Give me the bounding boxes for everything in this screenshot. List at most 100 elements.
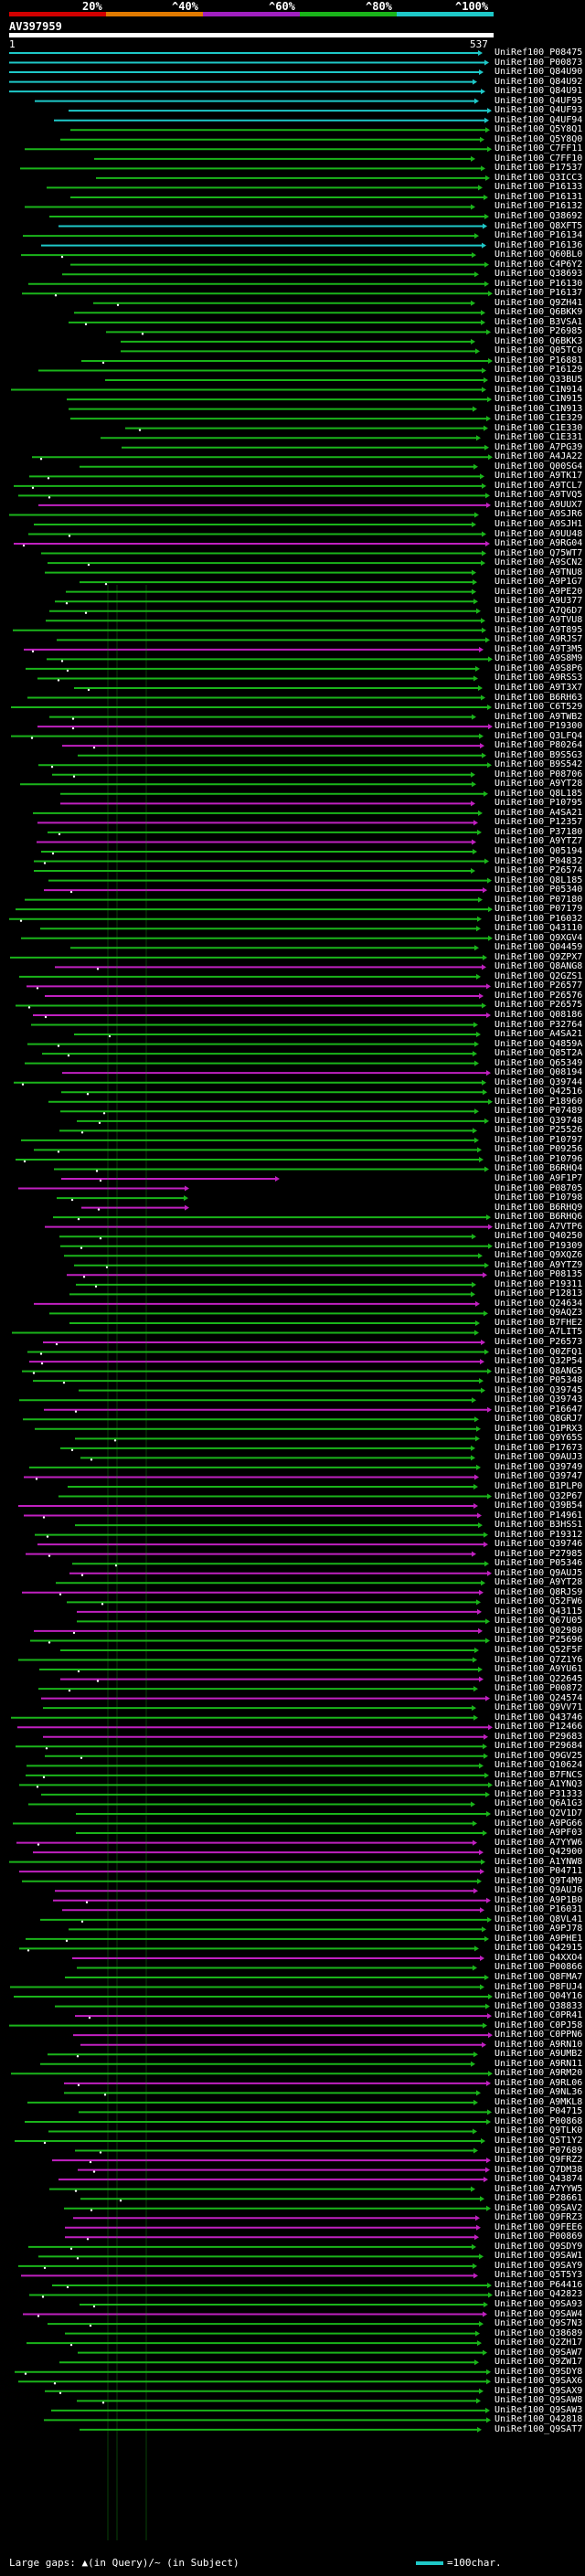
- hit-label-74[interactable]: UniRef100_B9S542: [495, 759, 583, 770]
- hit-label-180[interactable]: UniRef100_A1YNQ3: [495, 1779, 583, 1790]
- hit-label-141[interactable]: UniRef100_P16647: [495, 1404, 583, 1415]
- hit-label-88[interactable]: UniRef100_P07180: [495, 894, 583, 905]
- hit-label-23[interactable]: UniRef100_Q38693: [495, 269, 583, 280]
- hit-label-111[interactable]: UniRef100_Q39748: [495, 1115, 583, 1126]
- hit-label-21[interactable]: UniRef100_Q60BL0: [495, 249, 583, 260]
- hit-label-77[interactable]: UniRef100_Q8L185: [495, 788, 583, 799]
- hit-label-144[interactable]: UniRef100_Q9Y65S: [495, 1433, 583, 1444]
- hit-label-197[interactable]: UniRef100_Q42915: [495, 1943, 583, 1954]
- hit-label-22[interactable]: UniRef100_C4P6Y2: [495, 259, 583, 270]
- hit-label-150[interactable]: UniRef100_Q32P67: [495, 1490, 583, 1501]
- hit-label-26[interactable]: UniRef100_Q9ZH41: [495, 297, 583, 308]
- hit-label-25[interactable]: UniRef100_P16137: [495, 288, 583, 299]
- hit-label-146[interactable]: UniRef100_Q9AUJ3: [495, 1452, 583, 1463]
- hit-label-220[interactable]: UniRef100_Q7DM38: [495, 2164, 583, 2175]
- hit-label-109[interactable]: UniRef100_P18960: [495, 1096, 583, 1107]
- hit-label-64[interactable]: UniRef100_A9S8P6: [495, 663, 583, 673]
- hit-label-6[interactable]: UniRef100_Q4UF93: [495, 105, 583, 116]
- hit-label-219[interactable]: UniRef100_Q9FRZ2: [495, 2155, 583, 2166]
- hit-label-157[interactable]: UniRef100_P05346: [495, 1558, 583, 1569]
- hit-label-190[interactable]: UniRef100_Q9T4M9: [495, 1875, 583, 1886]
- hit-label-152[interactable]: UniRef100_P14961: [495, 1510, 583, 1521]
- hit-label-120[interactable]: UniRef100_B6RHQ9: [495, 1202, 583, 1213]
- hit-label-19[interactable]: UniRef100_P16134: [495, 230, 583, 241]
- hit-label-246[interactable]: UniRef100_Q42818: [495, 2414, 583, 2425]
- hit-label-20[interactable]: UniRef100_P16136: [495, 239, 583, 250]
- hit-label-91[interactable]: UniRef100_Q43110: [495, 923, 583, 934]
- hit-label-86[interactable]: UniRef100_Q8L185: [495, 875, 583, 885]
- hit-label-31[interactable]: UniRef100_Q05TC0: [495, 345, 583, 356]
- hit-label-62[interactable]: UniRef100_A9T3M5: [495, 643, 583, 654]
- hit-label-97[interactable]: UniRef100_P26577: [495, 981, 583, 991]
- hit-label-110[interactable]: UniRef100_P07489: [495, 1106, 583, 1117]
- hit-label-193[interactable]: UniRef100_P16031: [495, 1904, 583, 1915]
- hit-label-143[interactable]: UniRef100_Q1PRX3: [495, 1423, 583, 1434]
- hit-label-52[interactable]: UniRef100_Q75WT7: [495, 547, 583, 558]
- hit-label-195[interactable]: UniRef100_A9PJ78: [495, 1924, 583, 1935]
- hit-label-245[interactable]: UniRef100_Q9SAW3: [495, 2404, 583, 2415]
- hit-label-229[interactable]: UniRef100_Q9SAW1: [495, 2251, 583, 2262]
- hit-label-177[interactable]: UniRef100_Q9GV25: [495, 1750, 583, 1761]
- hit-label-117[interactable]: UniRef100_A9F1P7: [495, 1173, 583, 1183]
- hit-label-121[interactable]: UniRef100_B6RHQ6: [495, 1212, 583, 1223]
- hit-label-216[interactable]: UniRef100_Q9TLK0: [495, 2125, 583, 2136]
- hit-label-206[interactable]: UniRef100_C0PPN6: [495, 2030, 583, 2041]
- hit-label-243[interactable]: UniRef100_Q9SAX9: [495, 2385, 583, 2396]
- hit-label-235[interactable]: UniRef100_Q9SAW4: [495, 2308, 583, 2319]
- hit-label-175[interactable]: UniRef100_P29683: [495, 1731, 583, 1742]
- hit-label-212[interactable]: UniRef100_A9NL36: [495, 2087, 583, 2098]
- hit-label-53[interactable]: UniRef100_A9SCN2: [495, 557, 583, 568]
- hit-label-136[interactable]: UniRef100_Q32P54: [495, 1356, 583, 1367]
- hit-label-181[interactable]: UniRef100_P31333: [495, 1788, 583, 1799]
- hit-label-32[interactable]: UniRef100_P16881: [495, 355, 583, 366]
- hit-label-217[interactable]: UniRef100_Q5T1Y2: [495, 2136, 583, 2146]
- hit-label-71[interactable]: UniRef100_Q3LFQ4: [495, 730, 583, 741]
- hit-label-65[interactable]: UniRef100_A9RSS3: [495, 673, 583, 684]
- hit-label-242[interactable]: UniRef100_Q9SAX6: [495, 2376, 583, 2387]
- hit-label-171[interactable]: UniRef100_Q24574: [495, 1692, 583, 1703]
- hit-label-155[interactable]: UniRef100_Q39746: [495, 1539, 583, 1550]
- hit-label-28[interactable]: UniRef100_B3VSA1: [495, 316, 583, 327]
- hit-label-9[interactable]: UniRef100_Q5Y8Q0: [495, 133, 583, 144]
- hit-label-176[interactable]: UniRef100_P29684: [495, 1741, 583, 1752]
- hit-label-179[interactable]: UniRef100_B7FNCS: [495, 1769, 583, 1780]
- hit-label-3[interactable]: UniRef100_Q84U92: [495, 76, 583, 87]
- hit-label-194[interactable]: UniRef100_Q8VL41: [495, 1913, 583, 1924]
- hit-label-46[interactable]: UniRef100_A9TVQ5: [495, 490, 583, 501]
- hit-label-135[interactable]: UniRef100_Q0ZFQ1: [495, 1346, 583, 1357]
- hit-label-113[interactable]: UniRef100_P10797: [495, 1134, 583, 1145]
- hit-label-207[interactable]: UniRef100_A9RN10: [495, 2039, 583, 2050]
- hit-label-151[interactable]: UniRef100_Q39B54: [495, 1500, 583, 1511]
- hit-label-226[interactable]: UniRef100_Q9FEE6: [495, 2221, 583, 2232]
- hit-label-178[interactable]: UniRef100_Q10624: [495, 1760, 583, 1771]
- hit-label-132[interactable]: UniRef100_B7FHE2: [495, 1317, 583, 1328]
- hit-label-126[interactable]: UniRef100_A9YTZ9: [495, 1259, 583, 1270]
- hit-label-92[interactable]: UniRef100_Q9XGV4: [495, 932, 583, 943]
- hit-label-162[interactable]: UniRef100_Q43115: [495, 1606, 583, 1617]
- hit-label-154[interactable]: UniRef100_P19312: [495, 1529, 583, 1540]
- hit-label-69[interactable]: UniRef100_A9TWB2: [495, 711, 583, 722]
- hit-label-159[interactable]: UniRef100_A9YT28: [495, 1577, 583, 1588]
- hit-label-112[interactable]: UniRef100_P25526: [495, 1125, 583, 1136]
- hit-label-200[interactable]: UniRef100_Q8FMA7: [495, 1972, 583, 1982]
- hit-label-51[interactable]: UniRef100_A9RG04: [495, 538, 583, 549]
- hit-label-213[interactable]: UniRef100_A9MKL8: [495, 2096, 583, 2107]
- hit-label-145[interactable]: UniRef100_P17673: [495, 1442, 583, 1453]
- hit-label-105[interactable]: UniRef100_Q65349: [495, 1057, 583, 1068]
- hit-label-79[interactable]: UniRef100_A4SA21: [495, 807, 583, 818]
- hit-label-198[interactable]: UniRef100_Q4XXO4: [495, 1952, 583, 1963]
- hit-label-233[interactable]: UniRef100_Q42823: [495, 2289, 583, 2300]
- hit-label-12[interactable]: UniRef100_P17537: [495, 163, 583, 174]
- hit-label-1[interactable]: UniRef100_P00873: [495, 57, 583, 68]
- hit-label-49[interactable]: UniRef100_A9SJH1: [495, 518, 583, 529]
- hit-label-55[interactable]: UniRef100_A9P1G7: [495, 577, 583, 588]
- hit-label-241[interactable]: UniRef100_Q9SDY8: [495, 2366, 583, 2377]
- hit-label-244[interactable]: UniRef100_Q9SAW8: [495, 2395, 583, 2406]
- hit-label-102[interactable]: UniRef100_A4SA21: [495, 1029, 583, 1040]
- hit-label-128[interactable]: UniRef100_P19311: [495, 1278, 583, 1289]
- hit-label-40[interactable]: UniRef100_C1E331: [495, 432, 583, 443]
- hit-label-18[interactable]: UniRef100_Q8XFT5: [495, 220, 583, 231]
- hit-label-41[interactable]: UniRef100_A7PG39: [495, 441, 583, 452]
- hit-label-227[interactable]: UniRef100_P00869: [495, 2231, 583, 2242]
- hit-label-208[interactable]: UniRef100_A9UMB2: [495, 2049, 583, 2060]
